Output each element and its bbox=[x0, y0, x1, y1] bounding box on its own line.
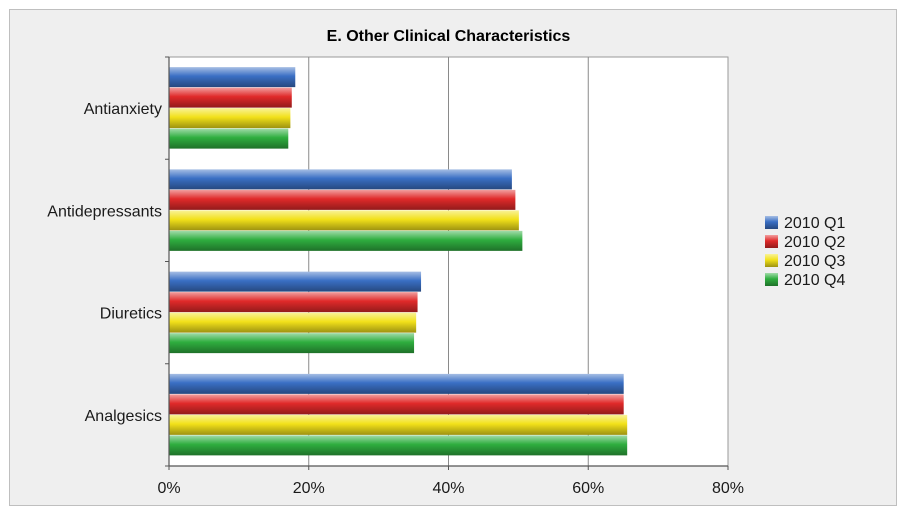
bar-diuretics-2010-q3 bbox=[169, 312, 417, 333]
bar-antianxiety-2010-q1 bbox=[169, 67, 296, 88]
legend-label: 2010 Q2 bbox=[784, 234, 845, 251]
category-labels: Antianxiety Antidepressants Diuretics Analg… bbox=[47, 101, 162, 425]
bar-analgesics-2010-q4 bbox=[169, 435, 628, 456]
category-label: Analgesics bbox=[85, 408, 162, 425]
legend-swatch bbox=[765, 216, 778, 229]
bar-antianxiety-2010-q3 bbox=[169, 108, 291, 129]
legend-label: 2010 Q4 bbox=[784, 272, 845, 289]
chart-title: E. Other Clinical Characteristics bbox=[327, 28, 571, 45]
bar-diuretics-2010-q1 bbox=[169, 271, 422, 292]
legend-label: 2010 Q3 bbox=[784, 253, 845, 270]
legend: 2010 Q1 2010 Q2 2010 Q3 2010 Q4 bbox=[765, 215, 845, 289]
x-tick-label: 0% bbox=[157, 480, 180, 497]
bar-diuretics-2010-q2 bbox=[169, 292, 418, 313]
bar-analgesics-2010-q3 bbox=[169, 414, 628, 435]
x-tick-label: 40% bbox=[432, 480, 464, 497]
bar-analgesics-2010-q2 bbox=[169, 394, 624, 415]
legend-label: 2010 Q1 bbox=[784, 215, 845, 232]
bar-antidepressants-2010-q2 bbox=[169, 189, 516, 210]
x-tick-label: 20% bbox=[293, 480, 325, 497]
bars bbox=[169, 67, 628, 456]
bar-antianxiety-2010-q2 bbox=[169, 87, 292, 108]
legend-swatch bbox=[765, 273, 778, 286]
bar-analgesics-2010-q1 bbox=[169, 373, 624, 394]
x-tick-labels: 0% 20% 40% 60% 80% bbox=[157, 480, 744, 497]
category-label: Antidepressants bbox=[47, 203, 162, 220]
bar-chart: Antianxiety Antidepressants Diuretics Analg… bbox=[47, 28, 845, 497]
category-label: Diuretics bbox=[100, 306, 162, 323]
bar-diuretics-2010-q4 bbox=[169, 333, 415, 354]
x-tick-label: 60% bbox=[572, 480, 604, 497]
bar-antidepressants-2010-q3 bbox=[169, 210, 519, 231]
legend-swatch bbox=[765, 254, 778, 267]
bar-antidepressants-2010-q4 bbox=[169, 230, 523, 251]
x-tick-label: 80% bbox=[712, 480, 744, 497]
bar-antidepressants-2010-q1 bbox=[169, 169, 512, 190]
legend-swatch bbox=[765, 235, 778, 248]
chart-frame: Antianxiety Antidepressants Diuretics Analg… bbox=[9, 9, 897, 506]
category-label: Antianxiety bbox=[84, 101, 162, 118]
bar-antianxiety-2010-q4 bbox=[169, 128, 289, 149]
axes bbox=[165, 56, 729, 470]
